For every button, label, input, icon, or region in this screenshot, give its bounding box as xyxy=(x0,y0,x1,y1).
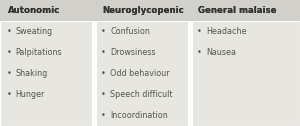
Text: Headache: Headache xyxy=(206,27,247,36)
Text: •: • xyxy=(197,27,202,36)
Text: General malaise: General malaise xyxy=(198,6,277,15)
Text: Neuroglycopenic: Neuroglycopenic xyxy=(102,6,184,15)
Text: •: • xyxy=(7,90,11,99)
Text: •: • xyxy=(7,48,11,57)
Text: •: • xyxy=(7,27,11,36)
Text: General malaise: General malaise xyxy=(198,6,277,15)
Text: •: • xyxy=(197,48,202,57)
Bar xyxy=(0,21,94,126)
Bar xyxy=(188,0,193,126)
Text: Shaking: Shaking xyxy=(16,69,48,78)
Bar xyxy=(0,0,94,21)
Bar xyxy=(190,0,300,21)
Bar xyxy=(190,0,300,21)
Text: Drowsiness: Drowsiness xyxy=(110,48,156,57)
Text: Neuroglycopenic: Neuroglycopenic xyxy=(102,6,184,15)
Text: Autonomic: Autonomic xyxy=(8,6,60,15)
Bar xyxy=(92,0,97,126)
Text: •: • xyxy=(101,69,106,78)
Bar xyxy=(94,0,190,21)
Bar xyxy=(190,21,300,126)
Text: •: • xyxy=(7,69,11,78)
Text: Confusion: Confusion xyxy=(110,27,150,36)
Text: Nausea: Nausea xyxy=(206,48,236,57)
Text: Sweating: Sweating xyxy=(16,27,53,36)
Text: •: • xyxy=(101,111,106,120)
Bar xyxy=(94,0,190,21)
Text: Autonomic: Autonomic xyxy=(8,6,60,15)
Text: Odd behaviour: Odd behaviour xyxy=(110,69,170,78)
Text: •: • xyxy=(101,90,106,99)
Text: •: • xyxy=(101,48,106,57)
Text: Palpitations: Palpitations xyxy=(16,48,62,57)
Text: Speech difficult: Speech difficult xyxy=(110,90,172,99)
Text: •: • xyxy=(101,27,106,36)
Text: Incoordination: Incoordination xyxy=(110,111,168,120)
Text: Hunger: Hunger xyxy=(16,90,45,99)
Bar xyxy=(0,0,94,21)
Bar xyxy=(94,21,190,126)
